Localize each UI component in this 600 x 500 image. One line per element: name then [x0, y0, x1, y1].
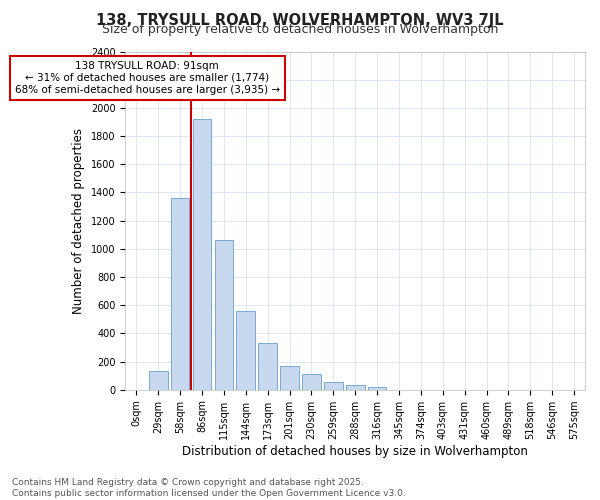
- Bar: [149, 372, 167, 390]
- Bar: [324, 382, 343, 390]
- Bar: [280, 366, 299, 390]
- Text: 138 TRYSULL ROAD: 91sqm
← 31% of detached houses are smaller (1,774)
68% of semi: 138 TRYSULL ROAD: 91sqm ← 31% of detache…: [15, 62, 280, 94]
- Bar: [368, 387, 386, 390]
- Text: Contains HM Land Registry data © Crown copyright and database right 2025.
Contai: Contains HM Land Registry data © Crown c…: [12, 478, 406, 498]
- Bar: [259, 343, 277, 390]
- Bar: [346, 386, 365, 390]
- Bar: [302, 374, 321, 390]
- X-axis label: Distribution of detached houses by size in Wolverhampton: Distribution of detached houses by size …: [182, 444, 528, 458]
- Bar: [215, 240, 233, 390]
- Bar: [236, 311, 255, 390]
- Text: 138, TRYSULL ROAD, WOLVERHAMPTON, WV3 7JL: 138, TRYSULL ROAD, WOLVERHAMPTON, WV3 7J…: [96, 12, 504, 28]
- Y-axis label: Number of detached properties: Number of detached properties: [73, 128, 85, 314]
- Text: Size of property relative to detached houses in Wolverhampton: Size of property relative to detached ho…: [102, 22, 498, 36]
- Bar: [171, 198, 190, 390]
- Bar: [193, 119, 211, 390]
